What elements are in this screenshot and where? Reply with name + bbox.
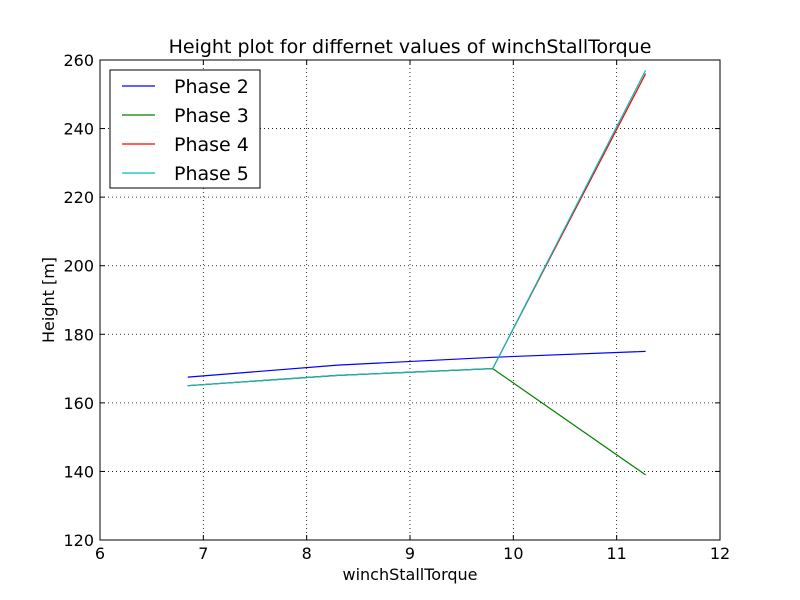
ticks: 6 7 8 9 10 11 12 120 140 160 180 200 220 240 260 [63, 51, 730, 563]
y-tick-label: 200 [63, 257, 94, 276]
x-tick-label: 12 [710, 544, 730, 563]
y-tick-label: 180 [63, 325, 94, 344]
legend: Phase 2 Phase 3 Phase 4 Phase 5 [109, 69, 261, 189]
x-tick-label: 9 [405, 544, 415, 563]
legend-label: Phase 4 [174, 134, 249, 156]
series-layer [187, 70, 647, 476]
legend-box [109, 69, 261, 189]
y-tick-label: 220 [63, 188, 94, 207]
y-tick-label: 140 [63, 462, 94, 481]
x-tick-label: 8 [302, 544, 312, 563]
y-tick-label: 260 [63, 51, 94, 70]
x-axis-label: winchStallTorque [342, 565, 477, 584]
y-axis-label: Height [m] [39, 257, 58, 343]
series-line-5 [187, 70, 647, 387]
x-tick-label: 6 [95, 544, 105, 563]
series-line-2 [187, 350, 646, 378]
x-tick-label: 7 [198, 544, 208, 563]
legend-label: Phase 2 [174, 76, 249, 98]
y-tick-label: 120 [63, 531, 94, 550]
legend-label: Phase 3 [174, 105, 249, 127]
y-tick-label: 160 [63, 394, 94, 413]
series-line-3 [187, 367, 646, 476]
y-tick-label: 240 [63, 120, 94, 139]
legend-label: Phase 5 [174, 163, 249, 185]
x-tick-label: 10 [503, 544, 523, 563]
x-tick-label: 11 [606, 544, 626, 563]
chart-title: Height plot for differnet values of winc… [169, 36, 652, 58]
